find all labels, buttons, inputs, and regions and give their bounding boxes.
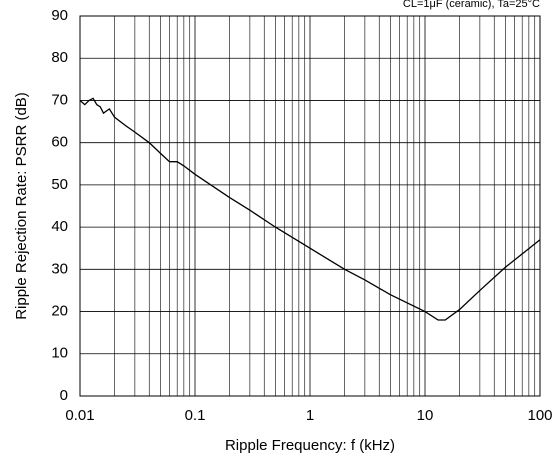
x-tick-label: 0.01 [65, 407, 94, 424]
plot-frame [79, 15, 541, 397]
y-axis-label: Ripple Rejection Rate: PSRR (dB) [13, 92, 30, 320]
y-tick-label: 80 [51, 49, 68, 66]
data-line [79, 97, 541, 321]
y-tick-label: 20 [51, 303, 68, 320]
y-tick-label: 40 [51, 218, 68, 235]
x-tick-label: 100 [527, 407, 552, 424]
x-tick-label: 1 [306, 407, 314, 424]
annotation: CL=1μF (ceramic), Ta=25°C [403, 0, 540, 10]
y-tick-label: 30 [51, 260, 68, 277]
y-tick-label: 60 [51, 134, 68, 151]
x-axis-label: Ripple Frequency: f (kHz) [225, 437, 395, 454]
y-tick-label: 0 [60, 387, 68, 404]
y-tick-label: 70 [51, 91, 68, 108]
x-tick-label: 0.1 [185, 407, 206, 424]
x-tick-label: 10 [417, 407, 434, 424]
y-tick-label: 50 [51, 176, 68, 193]
y-tick-label: 10 [51, 345, 68, 362]
y-tick-label: 90 [51, 7, 68, 24]
